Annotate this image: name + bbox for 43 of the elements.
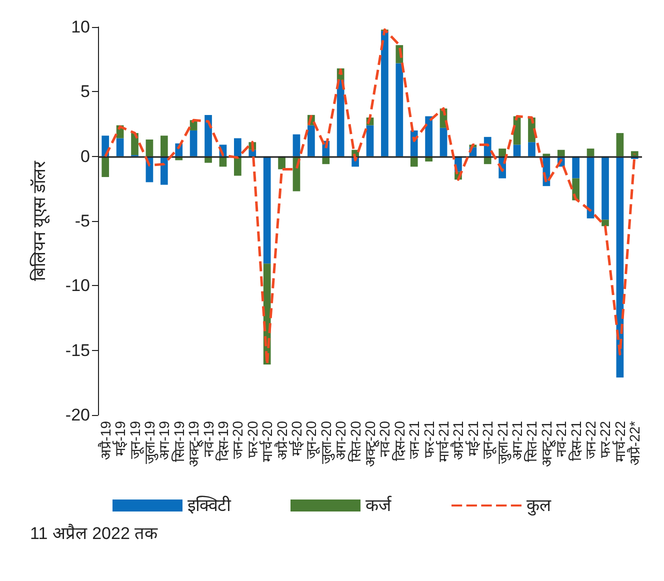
x-tick-label: अप्रै-19 [97,420,114,460]
x-tick-label: अप्रै-21 [450,420,466,460]
y-axis-title: बिलियन यूएस डॉलर [29,160,50,282]
x-tick-label: मई-21 [464,420,481,456]
x-tick-label: अक्टू-21 [538,420,556,468]
x-tick-label: मार्च-22 [612,420,628,462]
x-tick-label: मई-19 [112,420,128,456]
x-tick-label: दिस-21 [568,420,584,462]
x-tick-label: मई-20 [288,420,304,456]
x-tick-label: जून-19 [126,420,144,460]
x-tick-label: नवं-19 [200,420,216,458]
x-tick-label: सित-21 [524,420,540,462]
x-tick-label: नवं-20 [376,420,393,458]
x-tick-label: जन-21 [406,420,422,460]
x-tick-label: जन-20 [230,420,246,460]
x-tick-label: अक्टू-19 [186,420,203,468]
x-tick-label: अप्रै-22* [626,420,643,466]
x-tick-label: जून-20 [303,420,320,460]
y-tick-label: 10 [71,18,90,36]
x-tick-label: फर-22 [597,420,614,458]
x-tick-label: सित-19 [170,420,187,462]
x-tick-label: अक्टू-20 [362,420,379,468]
legend-label: इक्विटी [188,495,232,515]
x-tick-label: मार्च-21 [436,420,452,462]
x-tick-label: मार्च-20 [259,420,276,462]
y-tick-label: -20 [65,406,90,424]
y-tick-label: 0 [80,146,90,166]
x-tick-label: दिस-20 [391,420,408,462]
y-tick-label: -10 [65,276,90,296]
x-tick-label: फर-20 [244,420,260,458]
y-tick-label: 5 [80,82,90,102]
x-tick-label: दिस-19 [214,420,231,462]
x-tick-label: जून-21 [480,420,497,460]
legend-label: कर्ज [366,495,392,515]
x-tick-label: नवं-21 [553,420,570,458]
legend-label: कुल [526,496,552,516]
y-tick-label: -5 [74,212,90,230]
text: 11 अप्रैल 2022 तक [30,523,159,543]
x-tick-label: जन-22 [582,420,599,460]
x-tick-label: अप्रै-20 [274,420,290,460]
x-tick-label: सित-20 [347,420,364,462]
y-tick-label: -15 [65,340,90,360]
x-tick-label: फर-21 [420,420,437,458]
